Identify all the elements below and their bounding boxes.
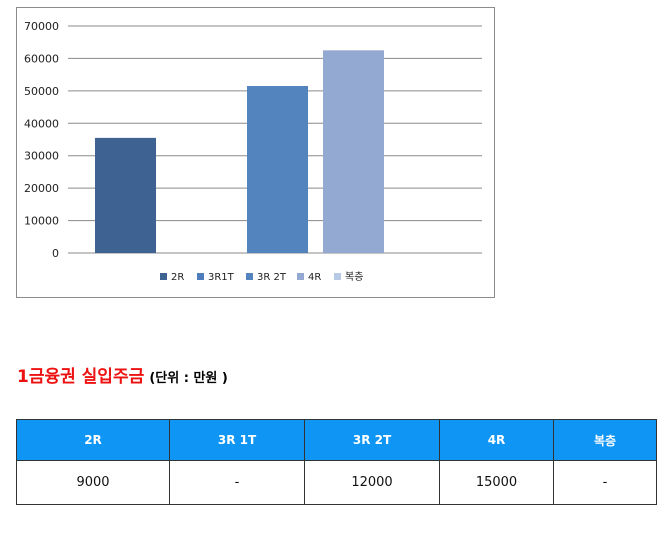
legend-swatch bbox=[246, 273, 253, 280]
table-cell: 9000 bbox=[16, 460, 170, 505]
table-cell: 15000 bbox=[439, 460, 554, 505]
y-tick-label: 30000 bbox=[24, 150, 59, 163]
y-tick-label: 60000 bbox=[24, 52, 59, 65]
table-cell: - bbox=[169, 460, 305, 505]
header-cell: 3R 2T bbox=[304, 419, 440, 461]
deposit-table: 2R 3R 1T 3R 2T 4R 복층 9000 - 12000 15000 … bbox=[16, 419, 657, 505]
table-header-row: 2R 3R 1T 3R 2T 4R 복층 bbox=[16, 419, 657, 461]
table-cell: - bbox=[553, 460, 657, 505]
bar-chart: 0 10000 20000 30000 40000 50000 60000 70000 2R 3R… bbox=[24, 20, 482, 283]
legend-label: 4R bbox=[308, 272, 321, 283]
legend-swatch bbox=[297, 273, 304, 280]
y-tick-label: 10000 bbox=[24, 215, 59, 228]
chart-container: 0 10000 20000 30000 40000 50000 60000 70000 2R 3R… bbox=[16, 7, 495, 298]
y-tick-label: 40000 bbox=[24, 117, 59, 130]
legend-label: 복층 bbox=[345, 271, 363, 283]
header-cell: 복층 bbox=[553, 419, 657, 461]
legend-label: 2R bbox=[171, 272, 184, 283]
legend-swatch bbox=[197, 273, 204, 280]
section-title: 1금융권 실입주금 bbox=[17, 367, 145, 387]
bar-3r-2t bbox=[247, 85, 308, 253]
y-tick-label: 50000 bbox=[24, 85, 59, 98]
table-cell: 12000 bbox=[304, 460, 440, 505]
header-cell: 3R 1T bbox=[169, 419, 305, 461]
bar-4r bbox=[323, 50, 384, 254]
y-tick-label: 0 bbox=[52, 247, 59, 260]
header-cell: 4R bbox=[439, 419, 554, 461]
bar-2r bbox=[95, 137, 156, 253]
legend-swatch bbox=[334, 273, 341, 280]
legend-label: 3R1T bbox=[208, 272, 235, 283]
legend-label: 3R 2T bbox=[257, 272, 287, 283]
table-row: 9000 - 12000 15000 - bbox=[16, 460, 657, 505]
section-heading: 1금융권 실입주금 (단위 : 만원 ) bbox=[17, 362, 228, 387]
y-tick-label: 20000 bbox=[24, 182, 59, 195]
legend-swatch bbox=[160, 273, 167, 280]
unit-label: (단위 : 만원 ) bbox=[149, 371, 228, 386]
y-tick-label: 70000 bbox=[24, 20, 59, 33]
header-cell: 2R bbox=[16, 419, 170, 461]
